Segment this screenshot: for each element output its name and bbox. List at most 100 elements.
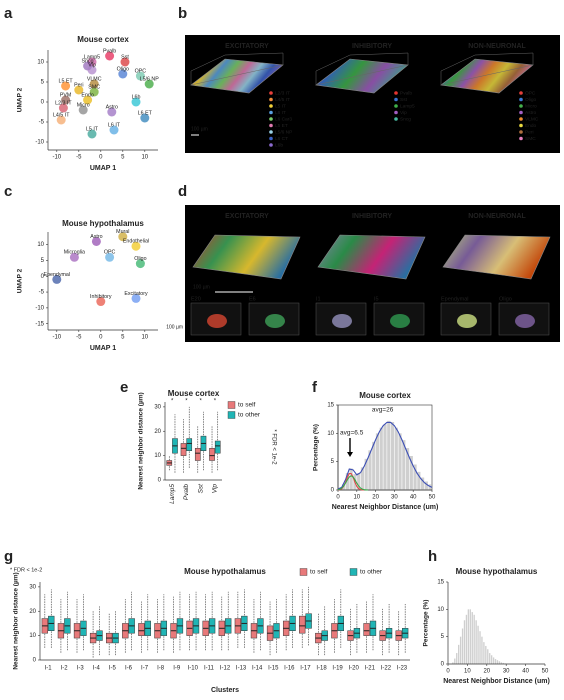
y-tick-label: -10 xyxy=(35,140,44,146)
x-tick-label: 5 xyxy=(121,155,125,161)
render-title: INHIBITORY xyxy=(352,213,392,220)
legend-label: Lamp5 xyxy=(400,103,415,109)
y-tick-label: 5 xyxy=(41,258,45,264)
chart-title: Mouse cortex xyxy=(359,391,411,400)
y-tick-label: 0 xyxy=(41,100,45,106)
x-tick-label: I-5 xyxy=(109,666,117,672)
y-tick-label: 10 xyxy=(437,607,444,613)
y-axis-label: Percentage (%) xyxy=(423,600,430,647)
histogram-bar xyxy=(500,662,503,664)
legend-swatch xyxy=(227,401,236,409)
legend-swatch xyxy=(394,117,398,121)
histogram-bar xyxy=(483,642,485,664)
cluster-label: Lamp5 xyxy=(84,54,100,60)
box xyxy=(194,448,201,461)
x-tick-label: 40 xyxy=(522,669,529,675)
inset-cells xyxy=(207,314,227,328)
x-tick-label: -10 xyxy=(52,335,61,341)
y-tick-label: 0 xyxy=(158,478,162,484)
histogram-bar xyxy=(481,636,483,664)
y-tick-label: -5 xyxy=(39,290,45,296)
legend-swatch xyxy=(519,97,523,102)
x-tick-label: I-17 xyxy=(300,666,311,672)
legend-swatch xyxy=(269,130,273,134)
significance-mark: * xyxy=(171,399,174,405)
x-tick-label: I-1 xyxy=(45,666,53,672)
y-tick-label: 0 xyxy=(331,488,335,494)
inset-label: E6 xyxy=(249,296,256,302)
legend-swatch xyxy=(394,91,398,95)
histogram-bar xyxy=(487,649,489,664)
legend-label: L5 IT xyxy=(275,103,286,109)
histogram-bar xyxy=(485,645,487,664)
histogram-bar xyxy=(454,658,456,664)
legend-label: Endo xyxy=(525,123,537,129)
cluster-cells xyxy=(118,232,128,242)
y-tick-label: 10 xyxy=(37,242,44,248)
inset-label: Ependymal xyxy=(441,296,469,302)
histogram-bar xyxy=(360,467,365,490)
y-tick-label: -15 xyxy=(35,321,44,327)
x-tick-label: 20 xyxy=(372,495,379,501)
histogram-bar xyxy=(473,614,475,664)
cluster-cells xyxy=(144,79,154,89)
y-tick-label: 5 xyxy=(331,459,335,465)
box xyxy=(214,440,221,454)
y-tick-label: 10 xyxy=(327,431,334,437)
y-tick-label: 20 xyxy=(154,429,161,435)
histogram-bar xyxy=(492,657,495,664)
inset-cells xyxy=(390,314,410,328)
legend-swatch xyxy=(519,104,523,108)
histogram-bar xyxy=(502,662,504,664)
x-tick-label: Sst xyxy=(197,483,204,494)
panel-letter: a xyxy=(4,5,13,22)
inset-cells xyxy=(515,314,535,328)
histogram-bar xyxy=(456,653,458,664)
x-tick-label: I-3 xyxy=(77,666,85,672)
cluster-label: Endo xyxy=(81,92,93,98)
cluster-cells xyxy=(135,259,145,269)
inset-cells xyxy=(332,314,352,328)
x-tick-label: 0 xyxy=(99,335,103,341)
box xyxy=(299,615,306,634)
cluster-label: OPC xyxy=(135,68,147,74)
x-tick-label: 50 xyxy=(429,495,436,501)
histogram-bar xyxy=(477,625,479,664)
x-tick-label: 50 xyxy=(542,669,549,675)
x-tick-label: I-20 xyxy=(349,666,360,672)
chart-title: Mouse cortex xyxy=(77,35,129,44)
legend-label: OPC xyxy=(525,90,536,96)
y-axis-label: UMAP 2 xyxy=(17,268,24,293)
y-tick-label: -5 xyxy=(39,120,45,126)
x-tick-label: I-9 xyxy=(173,666,181,672)
cluster-cells xyxy=(91,236,101,246)
panel-letter: d xyxy=(178,183,187,200)
histogram-bar xyxy=(490,655,493,664)
histogram-bar xyxy=(349,468,353,490)
panel-letter: e xyxy=(120,379,128,396)
cluster-cells xyxy=(87,129,97,139)
x-tick-label: 10 xyxy=(353,495,360,501)
legend-swatch xyxy=(394,110,398,115)
panel-letter: f xyxy=(312,379,318,396)
histogram-bar xyxy=(428,484,432,490)
y-tick-label: 15 xyxy=(437,580,444,586)
inset-label: I1 xyxy=(316,296,321,302)
histogram-bar xyxy=(461,628,464,664)
render-volume xyxy=(317,234,426,280)
legend-label: Peri xyxy=(525,129,534,135)
legend-label: to other xyxy=(360,569,383,576)
cluster-label: Astro xyxy=(106,104,118,110)
histogram-bar xyxy=(459,636,462,664)
legend-label: Sst xyxy=(400,97,408,103)
cluster-cells xyxy=(56,115,66,125)
x-tick-label: I-2 xyxy=(61,666,69,672)
x-tick-label: -5 xyxy=(76,335,82,341)
cluster-label: Sncg xyxy=(82,58,94,64)
legend-swatch xyxy=(269,123,273,128)
legend-label: VLMC xyxy=(525,116,539,122)
legend-swatch xyxy=(519,130,523,134)
cluster-label: Inhibitory xyxy=(90,294,112,300)
x-tick-label: Vip xyxy=(212,484,219,494)
